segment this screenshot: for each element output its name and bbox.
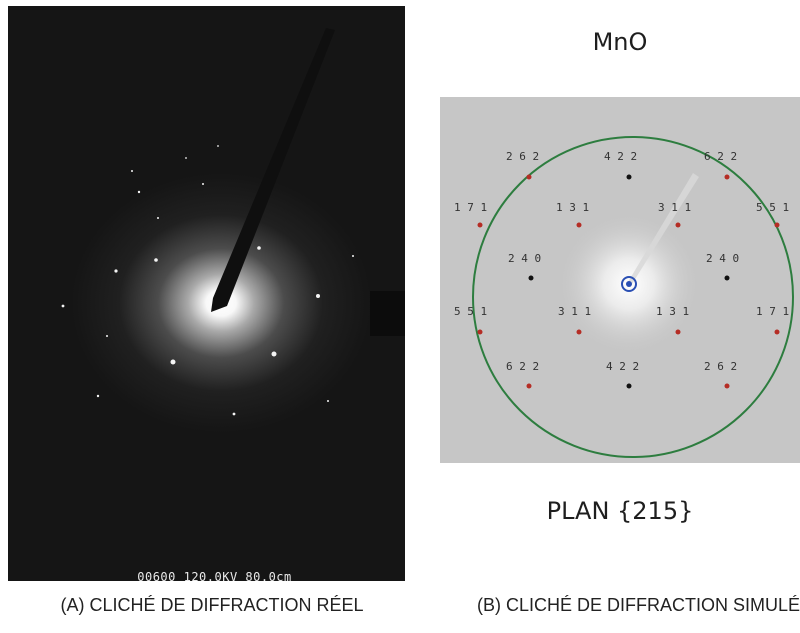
reflection-label-171-left: 1 7 1 bbox=[454, 201, 488, 214]
reflection-label-240-left: 2 4 0 bbox=[508, 252, 542, 265]
figure-caption-b: (B) CLICHÉ DE DIFFRACTION SIMULÉ bbox=[476, 595, 800, 615]
film-edge bbox=[370, 291, 405, 336]
ewald-circle bbox=[472, 136, 794, 458]
beam-stop bbox=[211, 28, 335, 312]
beam-stop-shadow bbox=[628, 173, 699, 284]
transmitted-beam-spot bbox=[621, 276, 637, 292]
reflection-label-551-right: 5 5 1 bbox=[756, 201, 790, 214]
reflection-spots bbox=[477, 174, 780, 389]
compound-title: MnO bbox=[592, 28, 648, 56]
reflection-label-422-bottom: 4 2 2 bbox=[606, 360, 640, 373]
real-diffraction-pattern: 00600 120.0KV 80.0cm bbox=[8, 6, 405, 584]
reflection-label-311-lower: 3 1 1 bbox=[558, 305, 592, 318]
simulated-pattern-graphics bbox=[472, 136, 794, 458]
reflection-label-622-bottom: 6 2 2 bbox=[506, 360, 540, 373]
reflection-label-262-bottom: 2 6 2 bbox=[704, 360, 738, 373]
reflection-label-311-upper: 3 1 1 bbox=[658, 201, 692, 214]
reflection-label-131-lower: 1 3 1 bbox=[656, 305, 690, 318]
reflection-label-422-top: 4 2 2 bbox=[604, 150, 638, 163]
reflection-label-171-right: 1 7 1 bbox=[756, 305, 790, 318]
figure-caption-a: (A) CLICHÉ DE DIFFRACTION RÉEL bbox=[60, 595, 364, 615]
reflection-label-262-top: 2 6 2 bbox=[506, 150, 540, 163]
reflection-label-551-left: 5 5 1 bbox=[454, 305, 488, 318]
reflection-label-131-upper: 1 3 1 bbox=[556, 201, 590, 214]
real-pattern-overlay bbox=[61, 28, 405, 416]
reflection-label-622-top: 6 2 2 bbox=[704, 150, 738, 163]
plane-label: PLAN {215} bbox=[546, 497, 694, 525]
reflection-label-240-right: 2 4 0 bbox=[706, 252, 740, 265]
simulated-diffraction-pattern: 2 6 2 4 2 2 6 2 2 1 7 1 1 3 1 3 1 1 5 5 … bbox=[440, 97, 800, 463]
micrograph-caption: 00600 120.0KV 80.0cm bbox=[137, 570, 292, 584]
diffraction-spots bbox=[61, 145, 354, 416]
